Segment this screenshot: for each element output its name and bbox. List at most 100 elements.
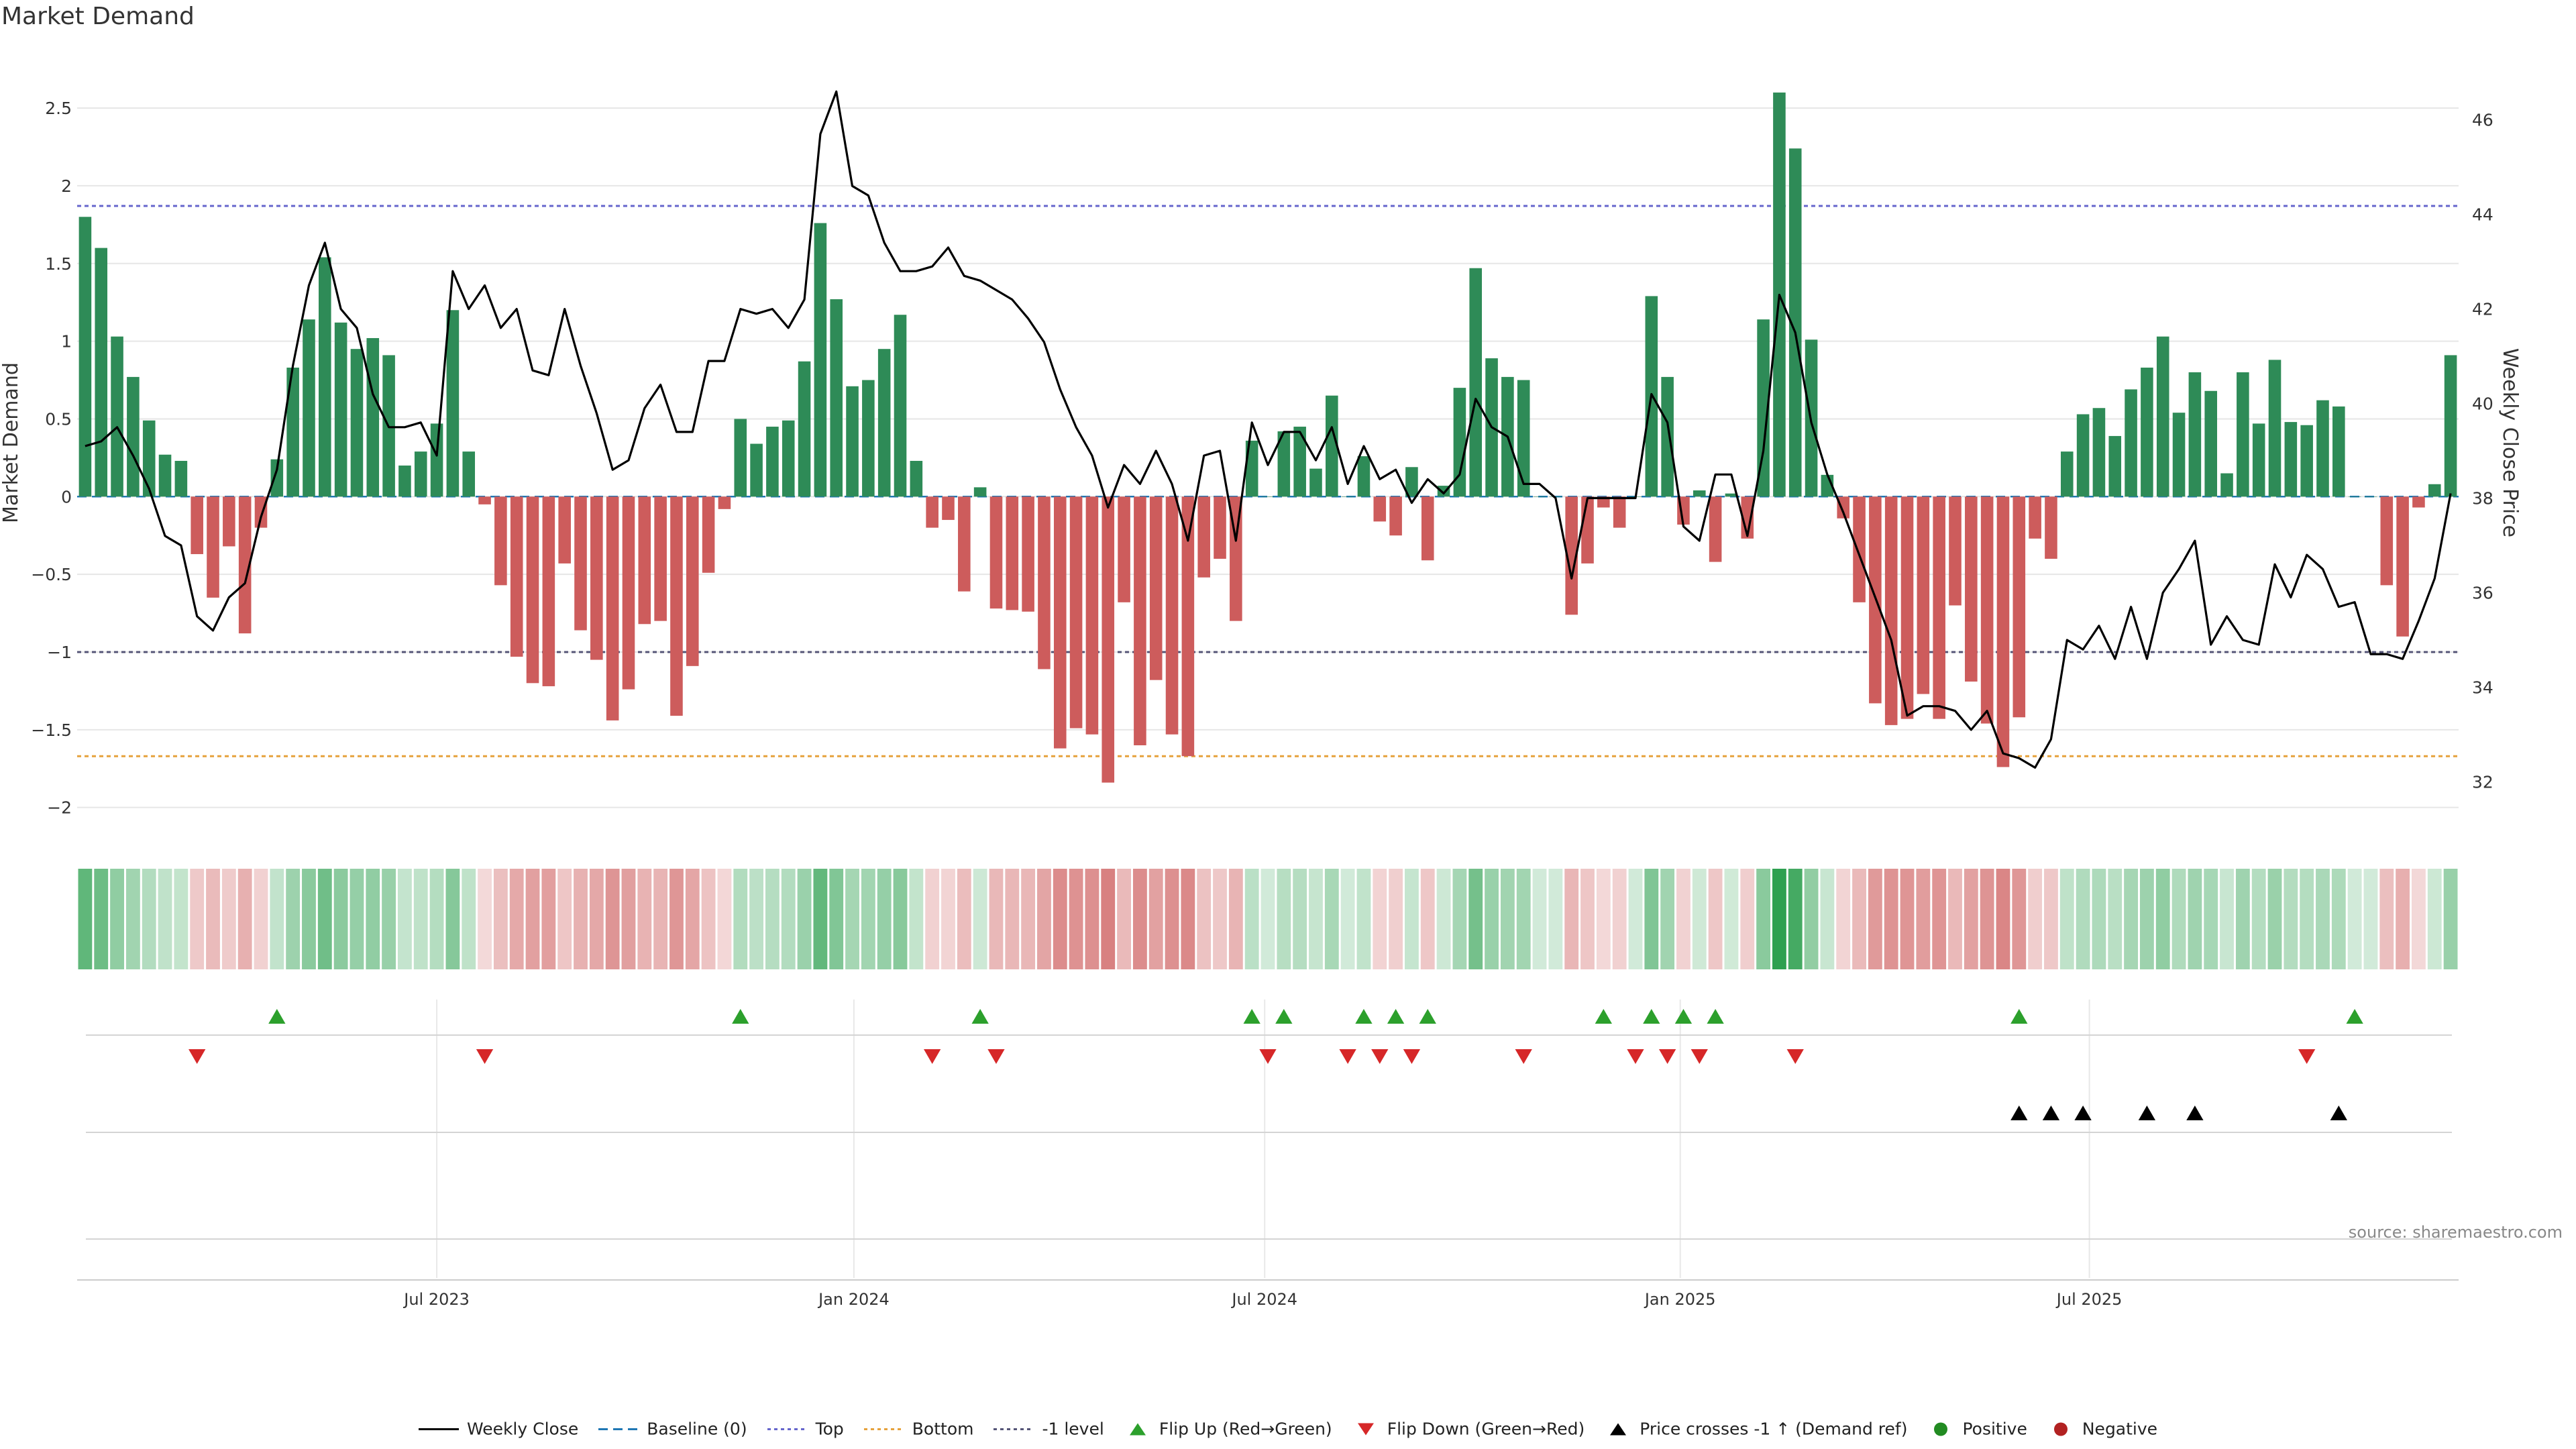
heatmap-cell	[1740, 869, 1755, 969]
y-tick-label: −1.5	[31, 720, 72, 740]
source-note: source: sharemaestro.com	[2348, 1223, 2563, 1242]
flip-up-marker	[1275, 1009, 1293, 1024]
heatmap-cell	[749, 869, 763, 969]
heatmap-cell	[1884, 869, 1898, 969]
heatmap-cell	[1580, 869, 1595, 969]
heatmap-cell	[1037, 869, 1051, 969]
demand-bar	[2252, 423, 2265, 497]
heatmap-cell	[525, 869, 540, 969]
heatmap-cell	[1309, 869, 1323, 969]
heatmap-cell	[877, 869, 892, 969]
heatmap-cell	[1500, 869, 1515, 969]
demand-bar	[1581, 496, 1594, 564]
demand-bar	[1293, 427, 1306, 497]
demand-bar	[494, 496, 507, 586]
heatmap-cell	[1532, 869, 1547, 969]
heatmap-cell	[973, 869, 987, 969]
heatmap-cell	[413, 869, 428, 969]
heatmap-cell	[270, 869, 284, 969]
demand-bar	[622, 496, 635, 690]
y2-axis-label: Weekly Close Price	[2498, 348, 2522, 537]
demand-bar	[958, 496, 971, 592]
heatmap-cell	[2235, 869, 2250, 969]
demand-bar	[2188, 372, 2202, 497]
demand-bar	[1949, 496, 1962, 606]
grid-lines	[77, 107, 2459, 1278]
heatmap-cell	[2363, 869, 2378, 969]
x-axis: Jul 2023 Jan 2024 Jul 2024 Jan 2025 Jul 2025	[77, 1279, 2459, 1309]
heatmap-cell	[1628, 869, 1643, 969]
y2-tick-label: 36	[2472, 583, 2493, 602]
heatmap-cell	[78, 869, 93, 969]
demand-heatmap-strip	[78, 869, 2458, 969]
demand-bar	[127, 376, 140, 497]
heatmap-cell	[2251, 869, 2266, 969]
heatmap-cell	[1228, 869, 1243, 969]
heatmap-cell	[509, 869, 524, 969]
flip-down-marker	[1259, 1049, 1277, 1064]
y2-tick-label: 46	[2472, 111, 2493, 130]
demand-bar	[2380, 496, 2394, 586]
demand-bar	[989, 496, 1003, 609]
legend-label: Negative	[2082, 1419, 2158, 1439]
heatmap-cell	[493, 869, 508, 969]
demand-bar	[862, 380, 875, 497]
heatmap-cell	[1405, 869, 1419, 969]
heatmap-cell	[1980, 869, 1994, 969]
demand-bar	[590, 496, 603, 660]
demand-bar	[1421, 496, 1434, 561]
demand-bar	[430, 423, 443, 497]
heatmap-cell	[2204, 869, 2218, 969]
demand-bar	[1277, 431, 1291, 497]
demand-bar	[223, 496, 235, 547]
heatmap-cell	[445, 869, 460, 969]
flip-up-marker	[1707, 1009, 1724, 1024]
legend-label: Flip Down (Green→Red)	[1387, 1419, 1585, 1439]
demand-bar	[1357, 456, 1371, 497]
legend-label: Price crosses -1 ↑ (Demand ref)	[1640, 1419, 1908, 1439]
demand-bar	[1788, 148, 1802, 497]
demand-bar	[1069, 496, 1083, 729]
flip-up-marker	[1595, 1009, 1612, 1024]
heatmap-cell	[1612, 869, 1627, 969]
heatmap-cell	[2124, 869, 2138, 969]
flip-down-marker	[2298, 1049, 2316, 1064]
heatmap-cell	[1356, 869, 1371, 969]
heatmap-cell	[925, 869, 940, 969]
heatmap-cell	[797, 869, 812, 969]
heatmap-cell	[462, 869, 476, 969]
heatmap-cell	[1468, 869, 1483, 969]
legend-item-cross: Price crosses -1 ↑ (Demand ref)	[1605, 1419, 1907, 1439]
demand-bar	[2156, 336, 2169, 497]
demand-bar	[95, 248, 108, 497]
demand-bar	[574, 496, 587, 631]
left-axis: 2.5 2 1.5 1 0.5 0 −0.5 −1 −1.5 −2	[31, 99, 72, 818]
demand-bar	[2348, 496, 2361, 497]
demand-bar	[350, 349, 364, 497]
flip-up-marker	[1243, 1009, 1260, 1024]
heatmap-cell	[1516, 869, 1531, 969]
demand-bar	[238, 496, 252, 634]
legend-swatch	[1610, 1423, 1627, 1435]
demand-bar	[2428, 484, 2441, 497]
legend-item-positive: Positive	[1927, 1419, 2027, 1439]
demand-bar	[686, 496, 699, 666]
heatmap-cell	[1676, 869, 1690, 969]
flip-down-marker	[1515, 1049, 1532, 1064]
right-axis: 46 44 42 40 38 36 34 32	[2472, 111, 2493, 792]
demand-bar	[1341, 496, 1354, 497]
y-tick-label: 2	[61, 176, 72, 196]
heatmap-cell	[2396, 869, 2410, 969]
demand-bar	[286, 368, 299, 497]
demand-bar	[334, 322, 347, 497]
demand-bar	[1389, 496, 1402, 536]
legend-label: Flip Up (Red→Green)	[1159, 1419, 1332, 1439]
demand-bar	[414, 451, 427, 497]
heatmap-cell	[1756, 869, 1771, 969]
demand-bar	[2300, 425, 2313, 497]
demand-bar	[2396, 496, 2409, 637]
heatmap-cell	[637, 869, 652, 969]
y-tick-label: 1.5	[45, 254, 72, 274]
heatmap-cell	[1772, 869, 1786, 969]
demand-bar	[734, 419, 747, 497]
